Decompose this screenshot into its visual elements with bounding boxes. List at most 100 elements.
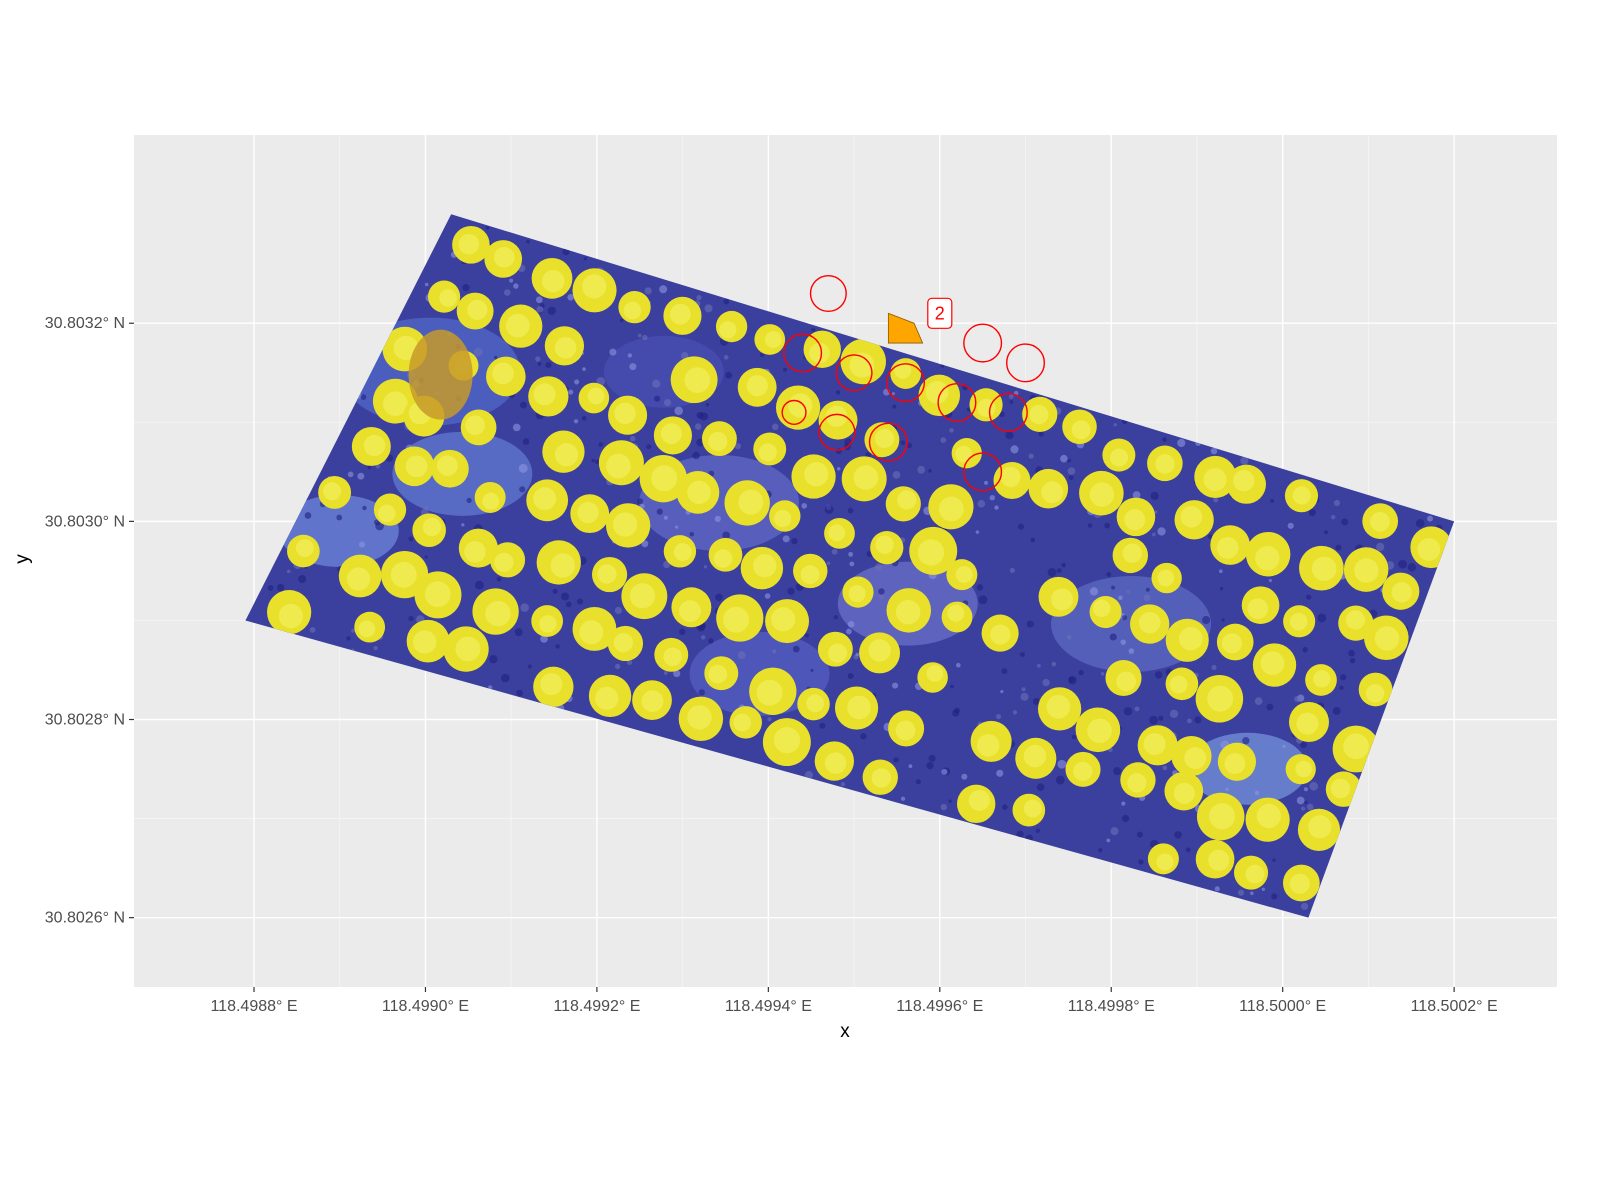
crown-outline[interactable] (818, 413, 856, 451)
crown-outline[interactable] (988, 392, 1028, 432)
raster-speckle (782, 367, 787, 372)
tree-crown-highlight (346, 567, 371, 591)
raster-speckle (583, 256, 588, 261)
tree-crown-highlight (1374, 626, 1400, 651)
raster-speckle (519, 486, 526, 493)
raster-speckle (1158, 715, 1164, 721)
raster-speckle (357, 472, 365, 480)
crown-outline[interactable] (963, 452, 1003, 492)
raster-speckle (891, 392, 896, 396)
tree-crown-highlight (895, 720, 916, 741)
raster-speckle (737, 651, 746, 659)
raster-speckle (941, 768, 948, 775)
highlight-polygon-shape[interactable] (887, 312, 924, 344)
crown-outline[interactable] (937, 382, 977, 423)
raster-speckle (652, 379, 661, 388)
crown-outline[interactable] (963, 323, 1003, 363)
raster-speckle (535, 356, 541, 362)
raster-speckle (673, 669, 681, 678)
raster-speckle (674, 525, 679, 529)
raster-speckle (614, 663, 621, 670)
raster-speckle (609, 348, 617, 356)
tree-crown-highlight (295, 539, 314, 558)
raster-speckle (1270, 498, 1275, 503)
tree-crown-highlight (874, 428, 895, 449)
tree-crown-highlight (629, 583, 656, 609)
raster-speckle (582, 367, 586, 371)
raster-speckle (1174, 831, 1182, 839)
raster-speckle (629, 435, 636, 442)
tree-crown-highlight (383, 391, 408, 417)
raster-speckle (362, 505, 367, 511)
raster-speckle (1376, 542, 1385, 552)
raster-speckle (304, 512, 312, 519)
raster-speckle (462, 283, 470, 292)
raster-speckle (928, 469, 932, 473)
raster-gold-patch (408, 329, 473, 420)
raster-speckle (893, 757, 899, 763)
raster-speckle (917, 465, 926, 474)
tree-crown-highlight (723, 606, 750, 633)
raster-speckle (1335, 544, 1342, 551)
crown-outline[interactable] (835, 354, 873, 392)
raster-speckle (926, 761, 934, 770)
raster-speckle (879, 594, 885, 600)
raster-speckle (1304, 800, 1308, 805)
raster-speckle (975, 530, 980, 534)
tree-crown-highlight (825, 405, 848, 428)
tree-crown-highlight (436, 455, 458, 477)
tree-crown-highlight (1180, 505, 1203, 528)
crown-outline[interactable] (868, 422, 908, 462)
raster-speckle (689, 531, 695, 537)
raster-speckle (860, 733, 867, 740)
raster-speckle (485, 226, 490, 230)
raster-speckle (598, 442, 604, 447)
raster-speckle (1123, 706, 1133, 716)
raster-speckle (915, 779, 922, 785)
raster-speckle (801, 503, 808, 509)
raster-speckle (700, 635, 706, 640)
raster-speckle (694, 423, 702, 430)
tree-crown-highlight (455, 636, 481, 662)
crown-outline[interactable] (1005, 343, 1046, 383)
raster-speckle (892, 471, 901, 479)
raster-speckle (1118, 595, 1123, 601)
highlight-polygon[interactable]: 2 (887, 297, 953, 344)
raster-speckle (1221, 618, 1225, 622)
raster-speckle (1068, 475, 1074, 481)
tree-crown-highlight (641, 690, 664, 713)
raster-speckle (1240, 456, 1249, 465)
raster-speckle (1132, 491, 1141, 499)
raster-speckle (908, 764, 913, 769)
raster-speckle (1087, 523, 1093, 528)
tree-crown-highlight (1041, 481, 1064, 504)
raster-speckle (978, 595, 988, 605)
raster-speckle (500, 673, 510, 683)
crown-outline[interactable] (885, 363, 926, 403)
raster-speckle (1036, 663, 1041, 668)
tree-crown-highlight (623, 301, 642, 320)
tree-crown-highlight (1000, 466, 1021, 488)
crown-outline[interactable] (809, 274, 847, 313)
tree-crown-highlight (458, 233, 480, 255)
raster-speckle (847, 620, 855, 628)
tree-crown-highlight (1232, 469, 1255, 492)
raster-speckle (1398, 559, 1407, 569)
raster-speckle (424, 282, 429, 287)
raster-speckle (767, 717, 772, 722)
raster-speckle (1242, 737, 1250, 745)
tree-crown-highlight (1071, 420, 1091, 440)
raster-speckle (1302, 646, 1308, 653)
raster-speckle (1106, 838, 1111, 843)
raster-speckle (846, 628, 852, 635)
raster-speckle (692, 451, 700, 460)
raster-speckle (1271, 893, 1278, 900)
y-axis-ticks: 30.8026° N 30.8028° N 30.8030° N 30.8032° N (45, 315, 134, 927)
crown-outline[interactable] (783, 333, 823, 373)
raster-speckle (581, 415, 587, 421)
raster-speckle (1122, 615, 1128, 621)
raster-speckle (1104, 522, 1111, 529)
crown-outline[interactable] (781, 399, 807, 425)
tree-crown-highlight (1092, 599, 1111, 618)
raster-speckle (629, 363, 637, 371)
